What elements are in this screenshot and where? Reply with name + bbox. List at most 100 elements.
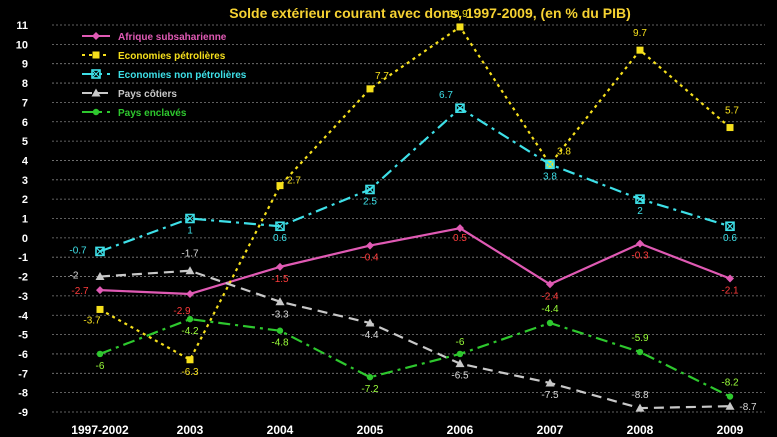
y-tick-label: 7 <box>22 97 28 109</box>
legend-item: Economies non pétrolières <box>82 69 247 81</box>
data-label: -0.4 <box>361 253 379 264</box>
series-1 <box>96 224 734 298</box>
series-line <box>99 227 731 296</box>
y-tick-label: 3 <box>22 175 28 187</box>
y-tick-label: -6 <box>18 349 28 361</box>
data-label: -1.5 <box>271 274 289 285</box>
data-point <box>365 318 375 327</box>
data-label: 0.5 <box>453 233 467 244</box>
x-tick-label: 2008 <box>627 423 654 437</box>
y-tick-label: -3 <box>18 291 28 303</box>
series-5 <box>96 315 734 400</box>
data-label: -3.7 <box>83 315 101 326</box>
data-label: -6.3 <box>181 367 199 378</box>
data-label: -0.7 <box>69 245 87 256</box>
chart-title: Solde extérieur courant avec dons, 1997-… <box>229 5 630 21</box>
data-point <box>185 213 195 224</box>
data-label: -4.8 <box>271 338 289 349</box>
data-point <box>636 46 644 54</box>
data-point <box>456 224 464 233</box>
data-point <box>186 289 194 298</box>
data-point <box>546 280 554 289</box>
data-point <box>635 403 645 412</box>
data-label: 5.7 <box>725 106 739 117</box>
data-label: 9.7 <box>633 28 647 39</box>
data-point <box>365 184 375 195</box>
data-point <box>545 378 555 387</box>
y-tick-label: -9 <box>18 407 28 419</box>
data-label: -5.9 <box>631 333 649 344</box>
y-tick-label: 1 <box>22 214 28 226</box>
data-point <box>186 315 194 323</box>
legend-label: Economies pétrolières <box>118 51 226 62</box>
data-point <box>725 221 735 232</box>
y-tick-label: 2 <box>22 194 28 206</box>
data-point <box>96 286 104 295</box>
data-label: -2.7 <box>71 286 89 297</box>
data-point <box>92 51 100 59</box>
data-point <box>635 194 645 204</box>
data-label: -3.3 <box>271 310 289 321</box>
data-label: 7.7 <box>375 71 389 82</box>
data-label: 0.6 <box>723 233 737 244</box>
data-label: -8.2 <box>721 378 739 389</box>
data-point <box>185 266 195 275</box>
x-tick-label: 2004 <box>267 423 294 437</box>
data-label: -8.8 <box>631 390 649 401</box>
data-point <box>186 356 194 364</box>
data-point <box>545 159 555 170</box>
data-point <box>726 124 734 132</box>
x-tick-label: 2003 <box>177 423 204 437</box>
data-label: -6 <box>96 361 105 372</box>
y-tick-label: 6 <box>22 117 28 129</box>
data-label: -0.3 <box>631 251 649 262</box>
data-label: -8.7 <box>739 402 757 413</box>
data-point <box>96 305 104 313</box>
data-label: -4.4 <box>541 304 559 315</box>
data-label: -2.1 <box>721 285 739 296</box>
series-line <box>99 318 731 398</box>
series-3 <box>95 103 735 257</box>
data-point <box>366 85 374 93</box>
data-label: 2 <box>637 206 643 217</box>
data-label: 6.7 <box>439 90 453 101</box>
data-label: -1.7 <box>181 249 199 260</box>
data-point <box>92 32 100 40</box>
y-tick-label: -7 <box>18 368 28 380</box>
data-label: 1 <box>187 226 193 237</box>
data-point <box>91 88 101 97</box>
data-labels: -2.7 -2.9 -1.5 -0.4 0.5 -2.4 -0.3 -2.1 -3.7 -6.3 2… <box>69 9 757 413</box>
data-label: -7.5 <box>541 390 559 401</box>
y-tick-label: 4 <box>22 155 29 167</box>
legend-item: Economies pétrolières <box>82 51 226 62</box>
data-point <box>456 350 464 358</box>
data-label: -4.2 <box>181 326 199 337</box>
series-line <box>99 269 731 410</box>
data-point <box>726 274 734 283</box>
data-point <box>636 239 644 248</box>
data-label: 3.8 <box>557 146 571 157</box>
data-label: -7.2 <box>361 384 379 395</box>
data-point <box>275 297 285 306</box>
legend-label: Economies non pétrolières <box>118 70 247 81</box>
legend-label: Pays côtiers <box>118 89 177 100</box>
legend-item: Afrique subsaharienne <box>82 32 227 43</box>
data-label: -6.5 <box>451 371 469 382</box>
x-axis: 1997-2002 2003 2004 2005 2006 2007 2008 2009 <box>71 423 743 437</box>
legend-label: Afrique subsaharienne <box>118 32 227 43</box>
data-point <box>95 246 105 257</box>
data-point <box>91 69 101 79</box>
data-point <box>455 103 465 114</box>
series-4 <box>95 266 735 412</box>
data-label: 0.6 <box>273 233 287 244</box>
legend: Afrique subsaharienne Economies pétrolièr… <box>82 32 247 119</box>
data-point <box>275 221 285 232</box>
legend-item: Pays côtiers <box>82 88 177 100</box>
y-tick-label: 0 <box>22 233 28 245</box>
y-tick-label: -8 <box>18 388 28 400</box>
y-tick-label: 5 <box>22 136 28 148</box>
data-label: 10.9 <box>448 9 468 20</box>
data-point <box>456 23 464 31</box>
x-tick-label: 2007 <box>537 423 564 437</box>
